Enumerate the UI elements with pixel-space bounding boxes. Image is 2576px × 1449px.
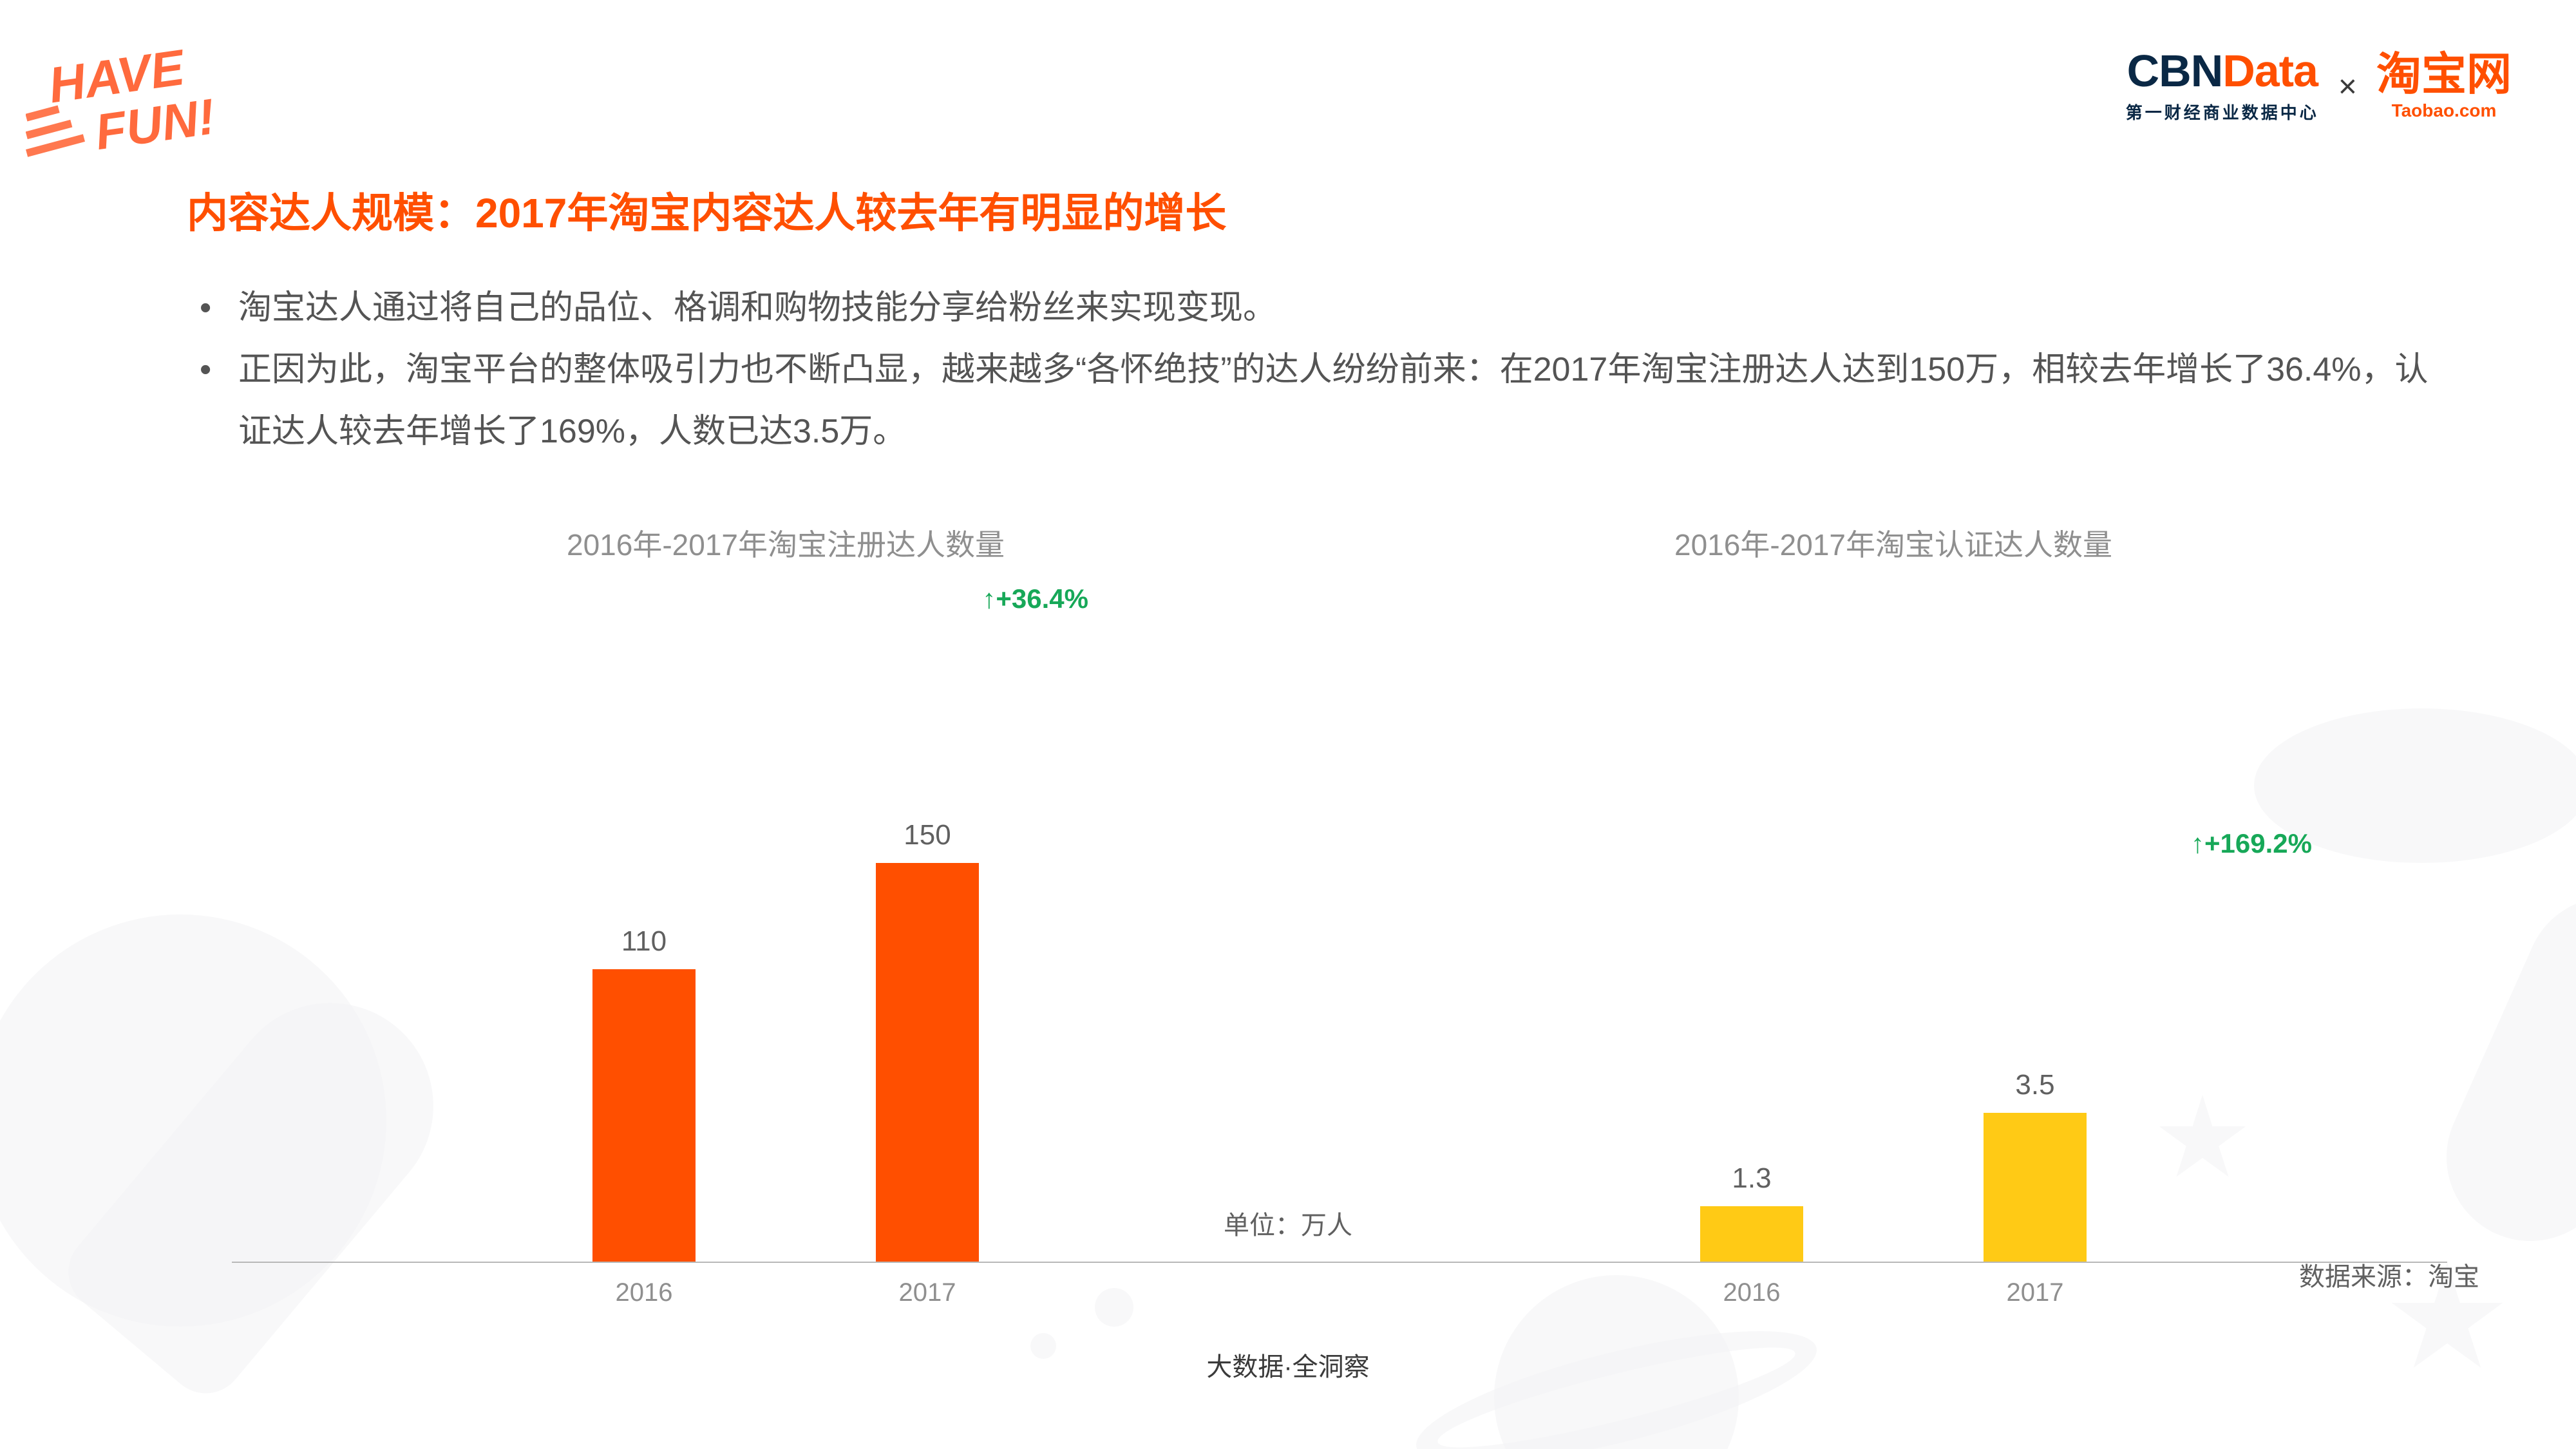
cbndata-logo: CBNData 第一财经商业数据中心 [2126, 48, 2319, 124]
footer-brand: 大数据·全洞察 [1206, 1346, 1369, 1383]
chart-left-xlabels: 2016 2017 [232, 1278, 1340, 1307]
bar-value-label: 3.5 [2015, 1069, 2054, 1101]
chart-left-title: 2016年-2017年淘宝注册达人数量 [567, 522, 1005, 564]
chart-left-bars: 110150 [232, 838, 1340, 1263]
chart-registered: 2016年-2017年淘宝注册达人数量 ↑+36.4% 110150 20162… [232, 522, 1340, 1307]
bar-wrap: 110 [592, 925, 696, 1262]
cbn-text-orange: Data [2222, 46, 2318, 96]
times-separator: × [2338, 68, 2357, 105]
taobao-cn: 淘宝网 [2376, 52, 2512, 97]
charts-container: 2016年-2017年淘宝注册达人数量 ↑+36.4% 110150 20162… [232, 522, 2447, 1307]
bar [1700, 1206, 1803, 1262]
chart-right-bars: 1.3 3.5 [1340, 838, 2447, 1263]
x-axis-label: 2016 [1700, 1278, 1803, 1307]
taobao-en: Taobao.com [2376, 100, 2512, 121]
chart-right-xlabels: 2016 2017 [1340, 1278, 2447, 1307]
page-title: 内容达人规模：2017年淘宝内容达人较去年有明显的增长 [187, 180, 1226, 240]
bar [592, 969, 696, 1262]
x-axis-label: 2017 [876, 1278, 979, 1307]
taobao-logo: 淘宝网 Taobao.com [2376, 52, 2512, 121]
have-fun-badge: HAVE FUN! [26, 32, 270, 164]
bar [1984, 1113, 2087, 1262]
chart-right-title: 2016年-2017年淘宝认证达人数量 [1674, 522, 2112, 564]
bar-value-label: 1.3 [1732, 1162, 1771, 1195]
cbn-text-dark: CBN [2127, 46, 2223, 96]
bar-wrap: 3.5 [1984, 1069, 2087, 1262]
top-logos: CBNData 第一财经商业数据中心 × 淘宝网 Taobao.com [2126, 48, 2512, 124]
bar-value-label: 150 [904, 819, 951, 851]
bar [876, 863, 979, 1262]
x-axis-label: 2017 [1984, 1278, 2087, 1307]
bar-wrap: 150 [876, 819, 979, 1262]
cbn-subtitle: 第一财经商业数据中心 [2126, 100, 2319, 124]
source-label: 数据来源：淘宝 [2299, 1256, 2479, 1293]
bar-wrap: 1.3 [1700, 1162, 1803, 1262]
x-axis-label: 2016 [592, 1278, 696, 1307]
bullet-item: 淘宝达人通过将自己的品位、格调和购物技能分享给粉丝来实现变现。 [200, 277, 2447, 339]
bg-shape-dot1 [1030, 1333, 1056, 1359]
bullet-list: 淘宝达人通过将自己的品位、格调和购物技能分享给粉丝来实现变现。 正因为此，淘宝平… [200, 277, 2447, 463]
chart-left-growth: ↑+36.4% [982, 583, 1088, 614]
chart-right-growth: ↑+169.2% [2191, 828, 2312, 859]
bullet-item: 正因为此，淘宝平台的整体吸引力也不断凸显，越来越多“各怀绝技”的达人纷纷前来：在… [200, 339, 2447, 462]
bar-value-label: 110 [621, 925, 667, 958]
chart-verified: 2016年-2017年淘宝认证达人数量 ↑+169.2% 1.3 3.5 2016… [1340, 522, 2447, 1307]
unit-label: 单位：万人 [1224, 1204, 1352, 1242]
